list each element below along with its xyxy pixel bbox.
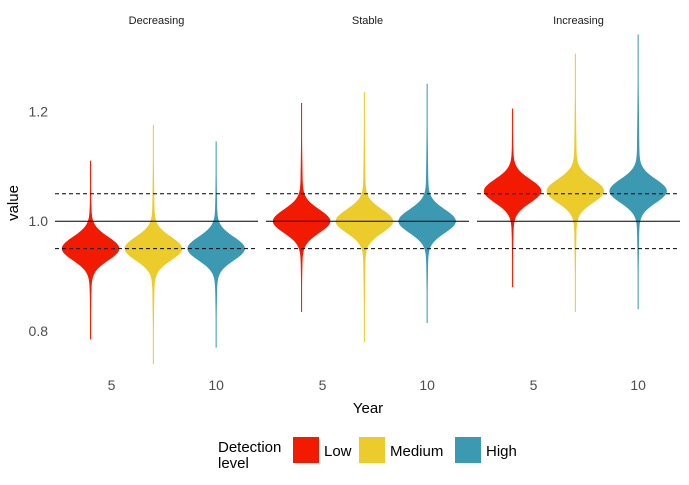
violin-low (61, 160, 120, 340)
violin-low (483, 108, 542, 288)
facet-panel-stable: Stable 5 10 (266, 15, 469, 393)
legend-swatch (359, 437, 385, 463)
facet-panel-increasing: Increasing 5 10 (477, 15, 680, 393)
legend-label: High (486, 443, 517, 460)
violin-medium (124, 124, 183, 365)
y-tick-label: 1.0 (29, 213, 49, 229)
legend-title: Detection (218, 439, 281, 456)
facet-label: Stable (352, 15, 383, 27)
y-tick-label: 0.8 (29, 323, 49, 339)
facet-label: Increasing (553, 15, 604, 27)
violin-low (272, 102, 331, 312)
x-tick-label: 10 (630, 377, 646, 393)
x-tick-label: 5 (319, 377, 327, 393)
x-axis-title: Year (353, 400, 383, 417)
x-tick-label: 10 (208, 377, 224, 393)
legend-swatch (455, 437, 481, 463)
legend-label: Low (324, 443, 352, 460)
legend-item-high: High (455, 437, 517, 463)
y-axis-title: value (5, 185, 22, 221)
legend-label: Medium (390, 443, 443, 460)
x-tick-label: 5 (530, 377, 538, 393)
violin-medium (335, 92, 394, 343)
y-tick-label: 1.2 (29, 104, 49, 120)
x-tick-label: 10 (419, 377, 435, 393)
violin-high (609, 34, 667, 310)
facet-panels: Decreasing 5 10 Stable 5 10 Increasing 5 10 (55, 15, 680, 393)
legend-item-medium: Medium (359, 437, 443, 463)
legend-swatch (293, 437, 319, 463)
x-tick-label: 5 (108, 377, 116, 393)
y-axis: 0.8 1.0 1.2 (29, 104, 49, 339)
legend-item-low: Low (293, 437, 352, 463)
legend-title: level (218, 455, 249, 472)
facet-label: Decreasing (129, 15, 185, 27)
violin-medium (546, 53, 605, 312)
violin-high (187, 141, 245, 348)
violin-high (398, 83, 456, 323)
facet-panel-decreasing: Decreasing 5 10 (55, 15, 258, 393)
